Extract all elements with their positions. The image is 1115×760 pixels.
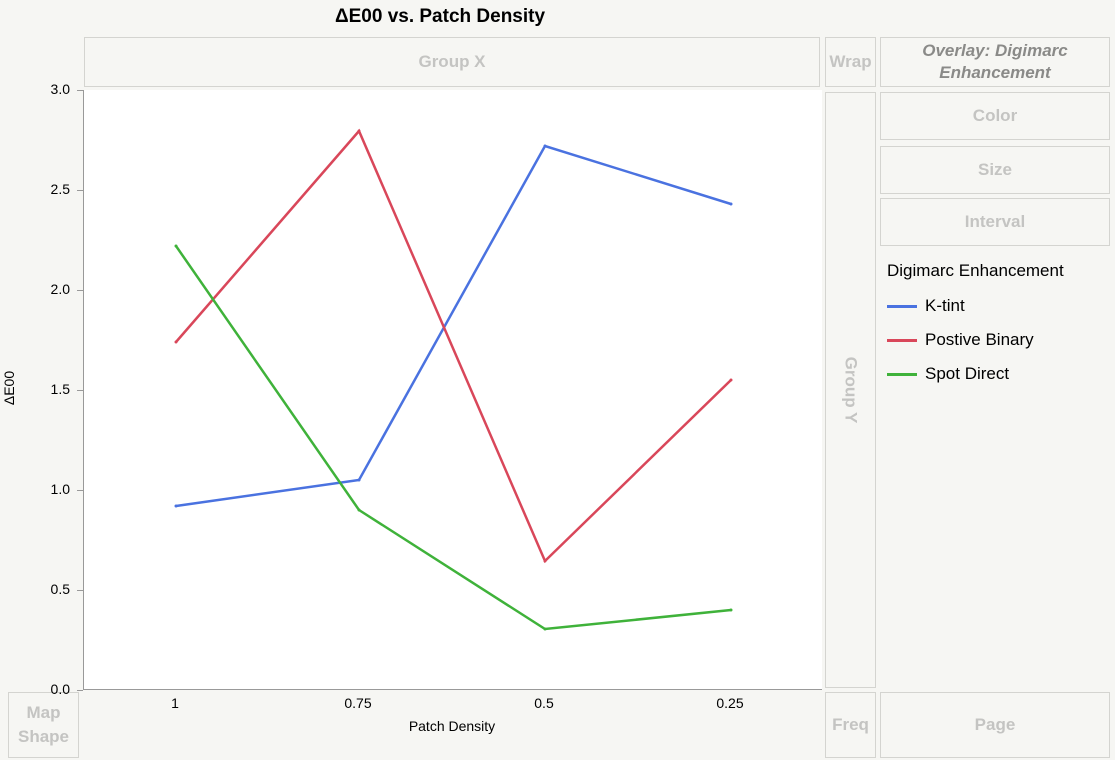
- data-point: [174, 504, 178, 508]
- data-point: [357, 508, 361, 512]
- legend-item[interactable]: K-tint: [887, 296, 965, 316]
- data-point: [174, 340, 178, 344]
- y-tick-mark: [77, 90, 83, 91]
- legend-swatch: [887, 304, 917, 308]
- legend-label: Spot Direct: [925, 364, 1010, 383]
- data-point: [357, 129, 361, 133]
- y-axis-label: ΔE00: [1, 370, 18, 406]
- y-tick-label: 0.0: [50, 681, 70, 697]
- series-line-postive-binary: [175, 128, 732, 564]
- y-tick-mark: [77, 490, 83, 491]
- series-line-spot-direct: [174, 245, 732, 631]
- data-point: [729, 608, 733, 612]
- y-tick-mark: [77, 190, 83, 191]
- y-tick-mark: [77, 690, 83, 691]
- color-dropzone[interactable]: Color: [880, 92, 1110, 140]
- page-dropzone[interactable]: Page: [880, 692, 1110, 758]
- x-axis-label: Patch Density: [408, 718, 496, 734]
- map-shape-dropzone[interactable]: Map Shape: [8, 692, 79, 758]
- chart-title: ΔE00 vs. Patch Density: [334, 6, 546, 27]
- y-tick-mark: [77, 390, 83, 391]
- y-tick-label: 2.0: [50, 281, 70, 297]
- legend-item[interactable]: Postive Binary: [887, 330, 1034, 350]
- size-dropzone[interactable]: Size: [880, 146, 1110, 194]
- data-point: [729, 378, 733, 382]
- x-tick-label: 0.75: [344, 695, 372, 711]
- legend-label: Postive Binary: [925, 330, 1034, 349]
- legend-swatch: [887, 338, 917, 342]
- data-point: [543, 627, 547, 631]
- y-tick-label: 1.0: [50, 481, 70, 497]
- freq-dropzone[interactable]: Freq: [825, 692, 876, 758]
- x-tick-label: 1: [171, 695, 179, 711]
- y-tick-label: 3.0: [50, 81, 70, 97]
- group-y-dropzone[interactable]: Group Y: [825, 92, 876, 688]
- y-tick-label: 0.5: [50, 581, 70, 597]
- overlay-dropzone[interactable]: Overlay: Digimarc Enhancement: [880, 37, 1110, 87]
- legend-title: Digimarc Enhancement: [887, 261, 1064, 280]
- y-tick-label: 2.5: [50, 181, 70, 197]
- wrap-dropzone[interactable]: Wrap: [825, 37, 876, 87]
- data-point: [729, 202, 733, 206]
- y-tick-label: 1.5: [50, 381, 70, 397]
- x-tick-label: 0.25: [716, 695, 744, 711]
- data-point: [174, 244, 178, 248]
- y-tick-mark: [77, 590, 83, 591]
- legend-item[interactable]: Spot Direct: [887, 364, 1009, 384]
- data-point: [543, 559, 547, 563]
- legend-label: K-tint: [925, 296, 965, 315]
- plot-area: [83, 90, 822, 690]
- interval-dropzone[interactable]: Interval: [880, 198, 1110, 246]
- data-point: [543, 144, 547, 148]
- series-line-k-tint: [175, 144, 732, 508]
- line-chart: [174, 128, 733, 631]
- legend-swatch: [887, 372, 917, 376]
- x-tick-label: 0.5: [534, 695, 554, 711]
- y-tick-mark: [77, 290, 83, 291]
- data-point: [357, 478, 361, 482]
- group-x-dropzone[interactable]: Group X: [84, 37, 820, 87]
- group-y-label: Group Y: [841, 356, 861, 424]
